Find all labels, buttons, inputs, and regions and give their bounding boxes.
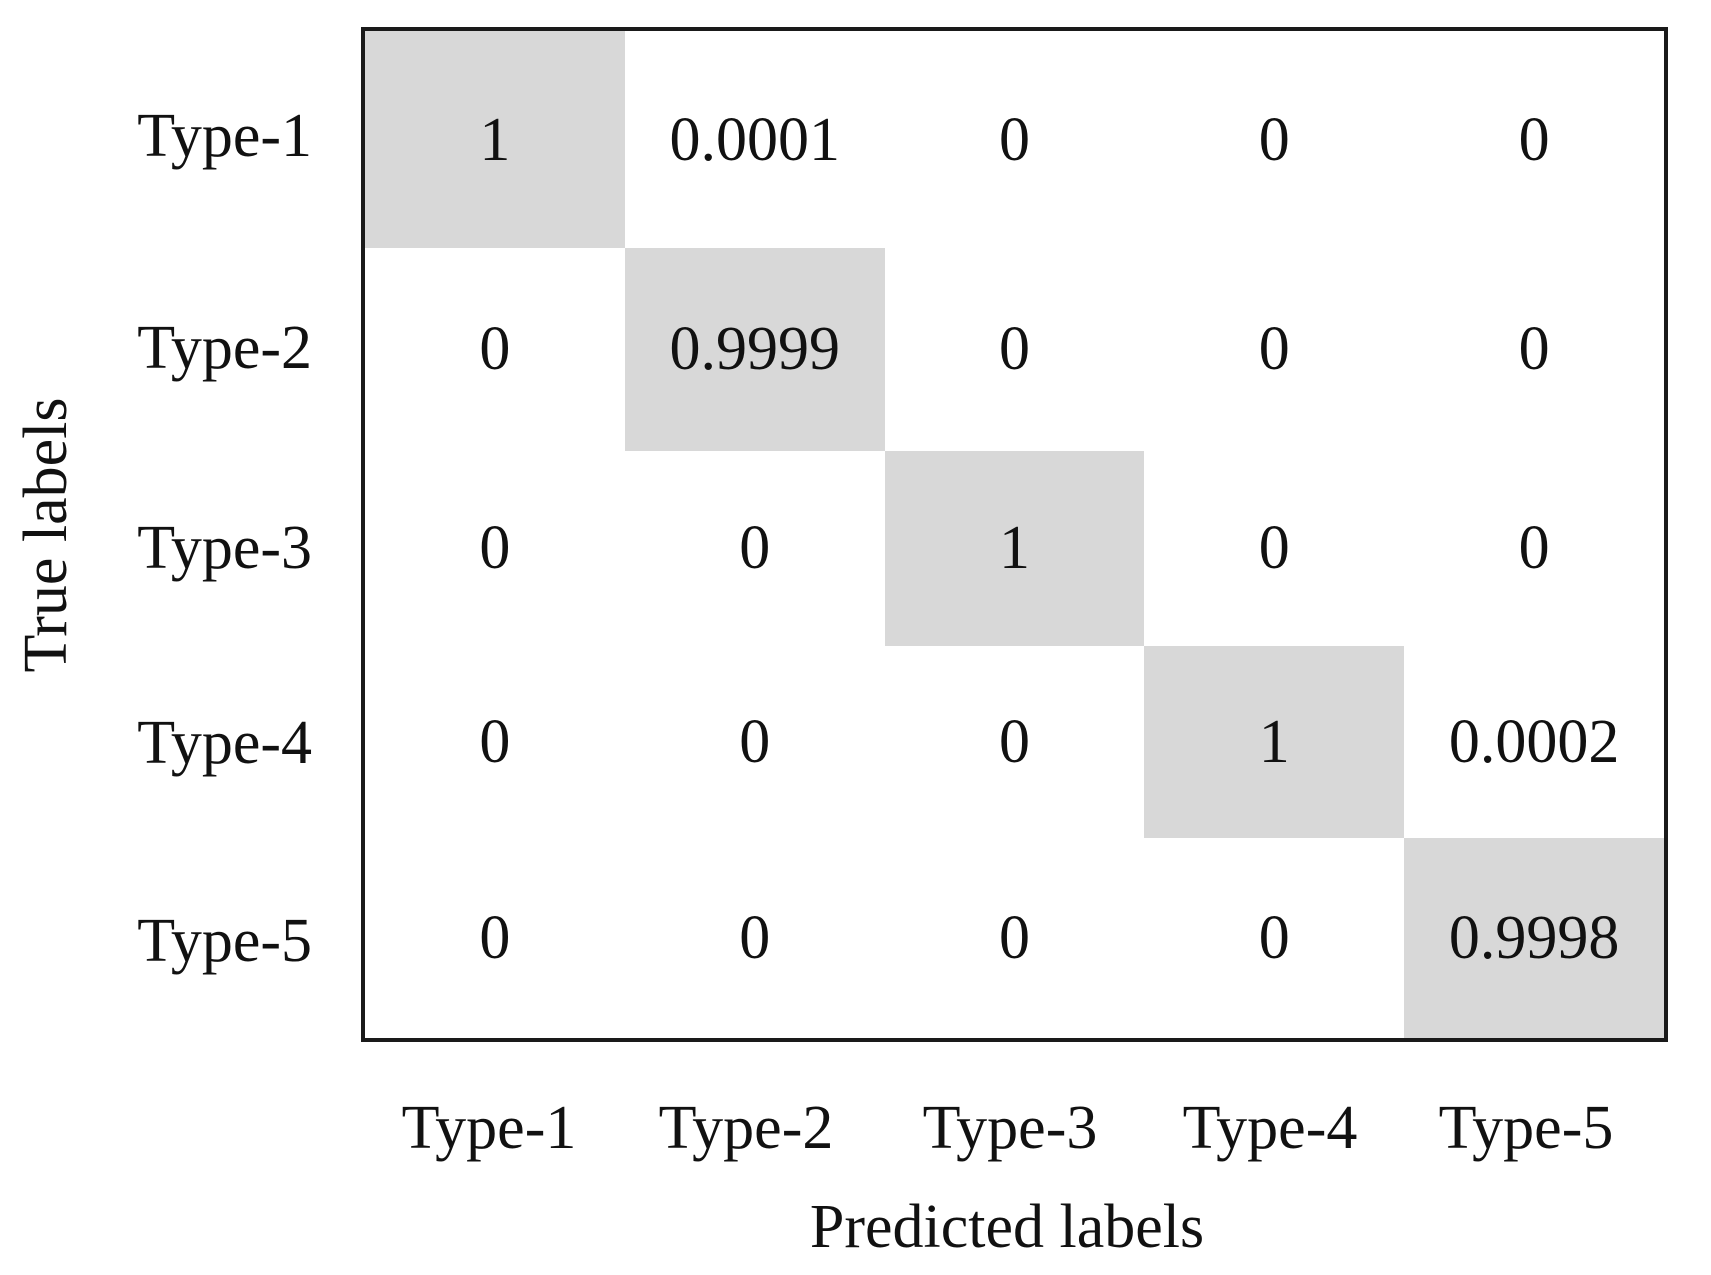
y-tick-label-5: Type-5	[137, 907, 312, 975]
matrix-cell-r2-c3: 0	[884, 248, 1145, 451]
matrix-cell-r4-c2: 0	[624, 646, 885, 838]
x-tick-label-5: Type-5	[1438, 1094, 1614, 1162]
matrix-cell-r1-c4: 0	[1144, 31, 1405, 249]
x-tick-label-3: Type-3	[922, 1094, 1098, 1162]
matrix-cell-r1-c5: 0	[1404, 31, 1664, 249]
matrix-cell-r3-c4: 0	[1144, 450, 1405, 647]
x-tick-label-2: Type-2	[658, 1094, 834, 1162]
matrix-cell-r5-c2: 0	[624, 837, 885, 1038]
y-tick-label-4: Type-4	[137, 709, 312, 777]
y-tick-labels: Type-1 Type-2 Type-3 Type-4 Type-5	[0, 0, 316, 1275]
matrix-cell-r2-c4: 0	[1144, 248, 1405, 451]
matrix-cell-r5-c5: 0.9998	[1404, 837, 1664, 1038]
matrix-plot-area: 1 0.0001 0 0 0 0 0.9999 0 0 0 0 0 1 0 0 0 0 0 1 0.0002 0 0 0 0 0…	[361, 27, 1668, 1042]
x-axis-title: Predicted labels	[809, 1193, 1205, 1261]
matrix-cell-r2-c1: 0	[365, 248, 625, 451]
matrix-cell-r4-c4: 1	[1144, 646, 1405, 838]
matrix-cell-r1-c3: 0	[884, 31, 1145, 249]
matrix-cell-r5-c1: 0	[365, 837, 625, 1038]
matrix-cell-r5-c4: 0	[1144, 837, 1405, 1038]
matrix-cell-r2-c2: 0.9999	[624, 248, 885, 451]
matrix-cell-r3-c3: 1	[884, 450, 1145, 647]
y-tick-label-3: Type-3	[137, 514, 312, 582]
matrix-cell-r5-c3: 0	[884, 837, 1145, 1038]
x-tick-label-4: Type-4	[1182, 1094, 1358, 1162]
matrix-cell-r3-c2: 0	[624, 450, 885, 647]
matrix-cell-r1-c2: 0.0001	[624, 31, 885, 249]
matrix-cell-r3-c5: 0	[1404, 450, 1664, 647]
y-tick-label-1: Type-1	[137, 102, 312, 170]
matrix-cell-r3-c1: 0	[365, 450, 625, 647]
matrix-cell-r4-c5: 0.0002	[1404, 646, 1664, 838]
matrix-cell-r1-c1: 1	[365, 31, 625, 249]
matrix-grid: 1 0.0001 0 0 0 0 0.9999 0 0 0 0 0 1 0 0 0 0 0 1 0.0002 0 0 0 0 0…	[365, 31, 1664, 1038]
matrix-cell-r4-c3: 0	[884, 646, 1145, 838]
x-tick-label-1: Type-1	[401, 1094, 577, 1162]
matrix-cell-r4-c1: 0	[365, 646, 625, 838]
matrix-cell-r2-c5: 0	[1404, 248, 1664, 451]
y-tick-label-2: Type-2	[137, 314, 312, 382]
